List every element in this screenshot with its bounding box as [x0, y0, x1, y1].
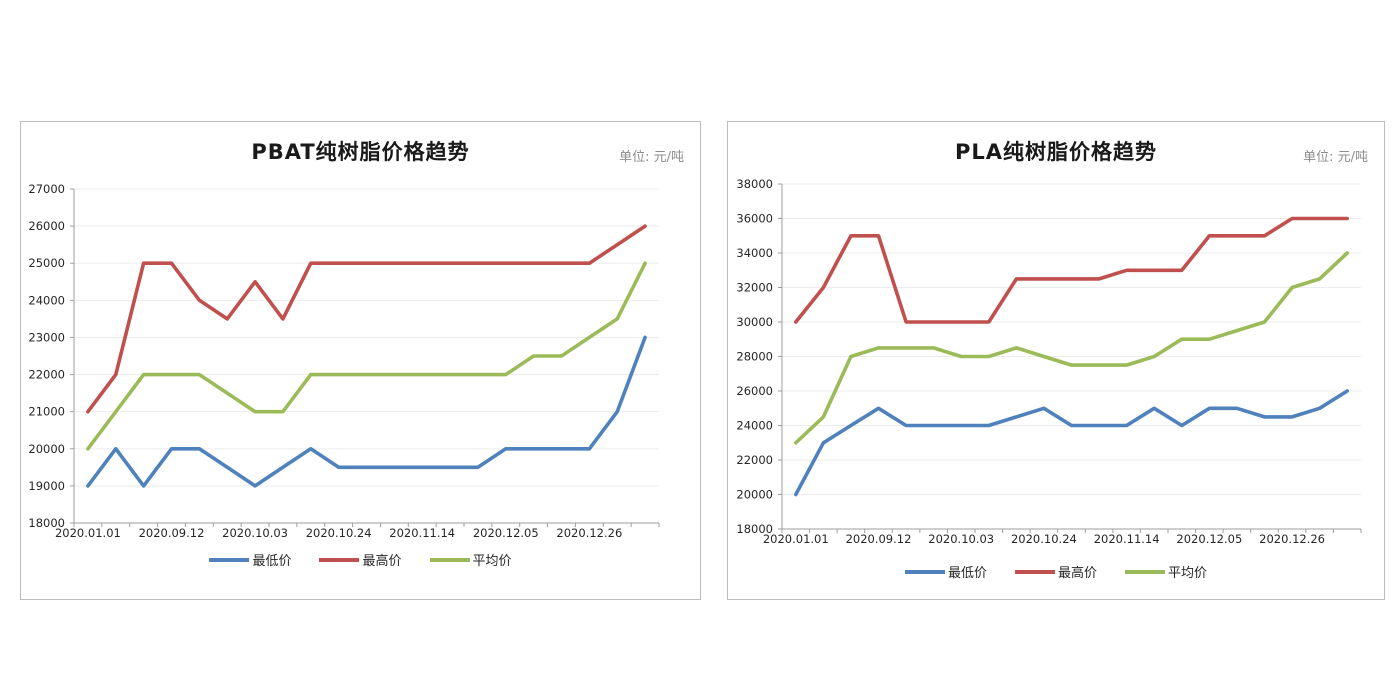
legend-swatch-min — [904, 569, 945, 574]
svg-text:20000: 20000 — [28, 442, 65, 456]
line-chart-pbat: 18000 19000 20000 21000 22000 23000 24000 25000… — [28, 182, 660, 540]
svg-text:34000: 34000 — [736, 246, 773, 260]
legend-label-avg: 平均价 — [472, 554, 512, 569]
svg-text:2020.01.01: 2020.01.01 — [763, 532, 829, 546]
svg-text:38000: 38000 — [736, 177, 773, 191]
chart-title: PBAT纯树脂价格趋势 — [251, 140, 470, 164]
svg-text:21000: 21000 — [28, 405, 65, 419]
svg-text:2020.09.12: 2020.09.12 — [846, 532, 912, 546]
svg-text:2020.11.14: 2020.11.14 — [1094, 532, 1160, 546]
chart-panel-pbat: PBAT纯树脂价格趋势 单位: 元/吨 18000 19000 20000 21000… — [20, 121, 701, 600]
svg-text:27000: 27000 — [28, 182, 65, 196]
svg-text:2020.12.05: 2020.12.05 — [1176, 532, 1242, 546]
svg-text:2020.01.01: 2020.01.01 — [55, 526, 121, 540]
svg-text:2020.10.03: 2020.10.03 — [222, 526, 288, 540]
unit-label: 单位: 元/吨 — [1303, 150, 1368, 165]
legend-item-avg: 平均价 — [1125, 562, 1207, 581]
legend-swatch-min — [209, 557, 250, 562]
svg-text:32000: 32000 — [736, 281, 773, 295]
legend-swatch-max — [1014, 569, 1055, 574]
svg-text:26000: 26000 — [28, 219, 65, 233]
svg-text:25000: 25000 — [28, 256, 65, 270]
svg-text:26000: 26000 — [736, 384, 773, 398]
svg-text:20000: 20000 — [736, 488, 773, 502]
svg-text:2020.12.26: 2020.12.26 — [556, 526, 622, 540]
svg-text:36000: 36000 — [736, 212, 773, 226]
svg-text:2020.10.03: 2020.10.03 — [928, 532, 994, 546]
legend: 最低价 最高价 平均价 — [728, 562, 1384, 581]
legend-label-min: 最低价 — [252, 554, 292, 569]
svg-text:2020.11.14: 2020.11.14 — [389, 526, 455, 540]
legend-item-max: 最高价 — [1014, 562, 1097, 581]
legend-label-max: 最高价 — [362, 554, 402, 569]
svg-text:2020.12.05: 2020.12.05 — [473, 526, 539, 540]
svg-text:18000: 18000 — [736, 522, 773, 536]
svg-text:23000: 23000 — [28, 330, 65, 344]
line-chart-pla: 18000 20000 22000 24000 26000 28000 30000 32000… — [736, 177, 1362, 546]
legend-label-avg: 平均价 — [1168, 566, 1208, 581]
svg-text:22000: 22000 — [736, 453, 773, 467]
svg-text:30000: 30000 — [736, 315, 773, 329]
unit-label: 单位: 元/吨 — [619, 150, 684, 165]
svg-text:28000: 28000 — [736, 350, 773, 364]
legend-label-max: 最高价 — [1057, 566, 1097, 581]
legend-item-avg: 平均价 — [429, 550, 512, 569]
svg-text:2020.10.24: 2020.10.24 — [306, 526, 372, 540]
legend-item-min: 最低价 — [904, 562, 987, 581]
chart-panel-pla: PLA纯树脂价格趋势 单位: 元/吨 18000 20000 22000 24000 2… — [727, 121, 1385, 600]
svg-text:24000: 24000 — [736, 419, 773, 433]
svg-text:18000: 18000 — [28, 516, 65, 530]
legend-swatch-avg — [1125, 569, 1165, 574]
legend-label-min: 最低价 — [947, 566, 987, 581]
svg-text:2020.10.24: 2020.10.24 — [1011, 532, 1077, 546]
svg-text:24000: 24000 — [28, 293, 65, 307]
legend-swatch-max — [319, 557, 360, 562]
chart-title: PLA纯树脂价格趋势 — [954, 140, 1158, 164]
legend-swatch-avg — [429, 557, 470, 562]
svg-text:2020.09.12: 2020.09.12 — [139, 526, 205, 540]
svg-text:2020.12.26: 2020.12.26 — [1259, 532, 1325, 546]
svg-text:19000: 19000 — [28, 479, 65, 493]
legend-item-min: 最低价 — [209, 550, 291, 569]
legend: 最低价 最高价 平均价 — [21, 550, 700, 569]
svg-text:22000: 22000 — [28, 368, 65, 382]
legend-item-max: 最高价 — [319, 550, 402, 569]
